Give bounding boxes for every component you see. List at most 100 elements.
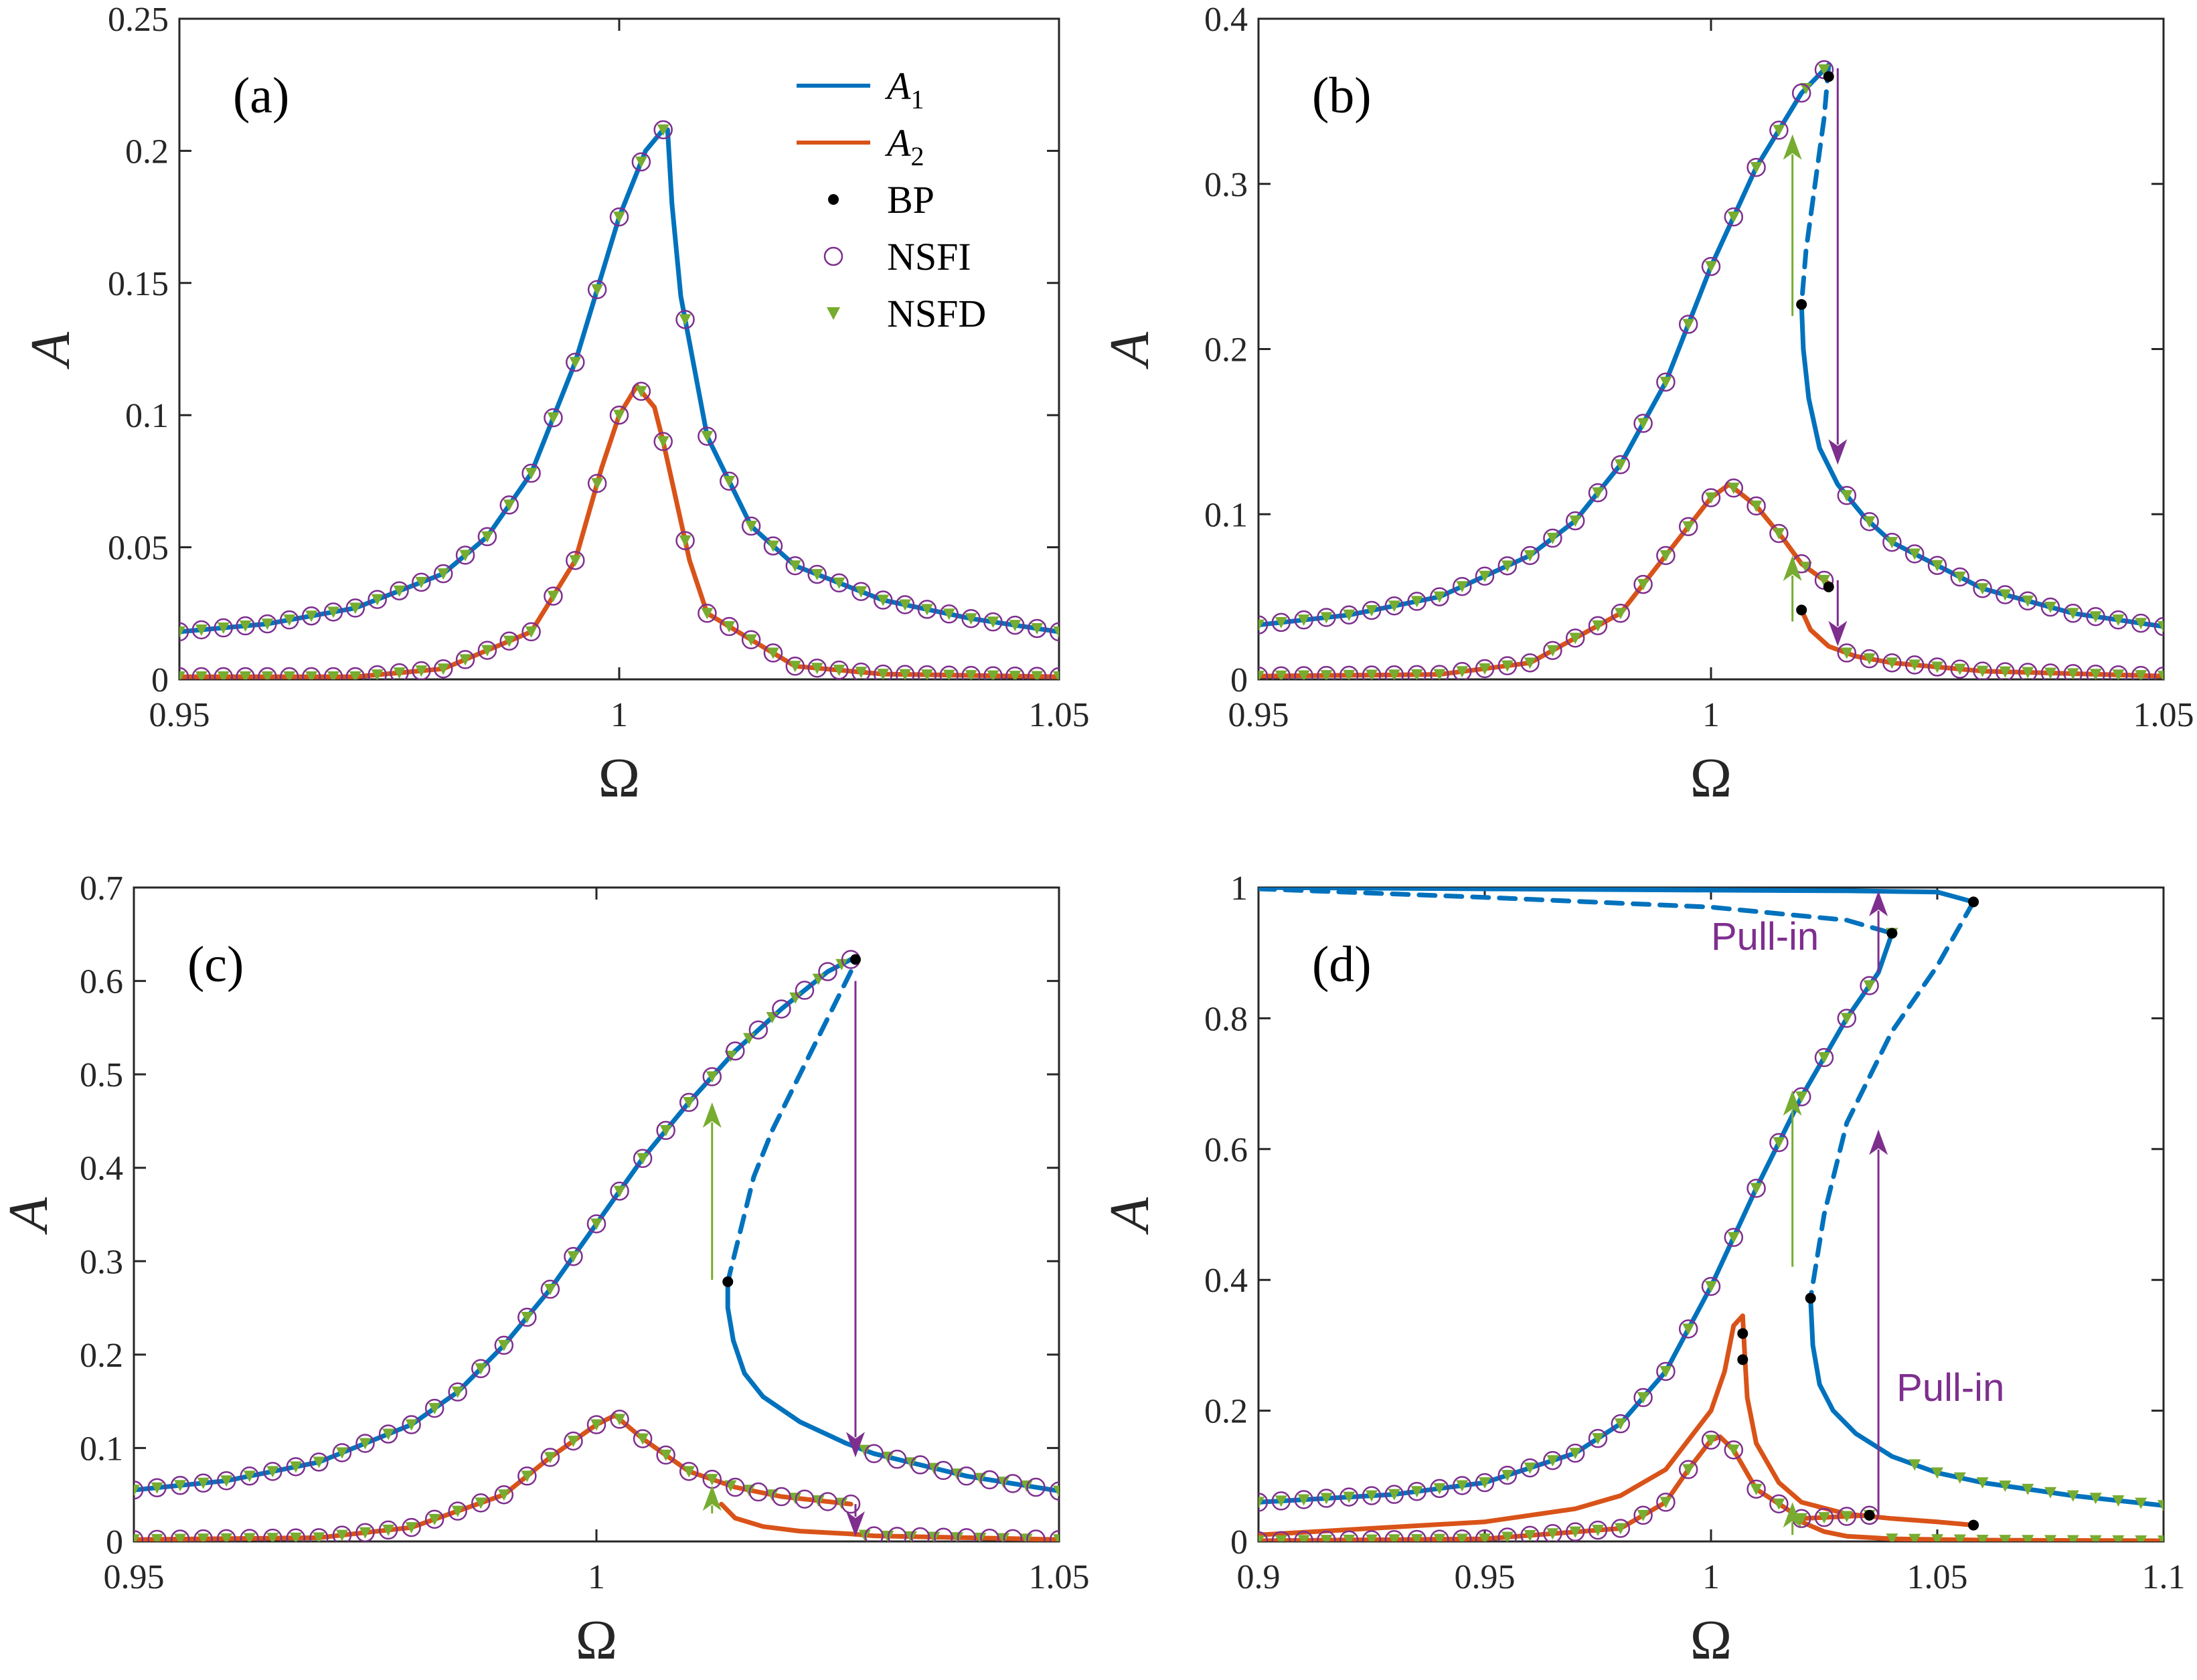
y-tick-label: 0.8 [1204, 1000, 1248, 1038]
nsfd-marker [2022, 595, 2034, 607]
nsfi-marker [1430, 1529, 1449, 1541]
nsfi-marker [1588, 1428, 1608, 1448]
a2-solid-line [134, 1413, 853, 1541]
nsfi-marker [240, 1529, 259, 1541]
nsfd-marker [428, 1513, 441, 1525]
nsfd-marker [766, 647, 779, 659]
nsfd-marker [1659, 1497, 1672, 1509]
nsfd-marker [855, 667, 868, 679]
nsfi-marker [741, 516, 761, 536]
y-tick-label: 0.2 [125, 133, 169, 171]
nsfd-marker [179, 671, 185, 679]
nsfd-marker [521, 1471, 534, 1483]
nsfi-marker [2131, 613, 2151, 633]
nsfi-marker [1633, 414, 1653, 433]
nsfi-marker [1339, 665, 1359, 679]
nsfi-marker [1701, 1430, 1721, 1450]
nsfi-marker [741, 630, 761, 650]
nsfi-marker [521, 622, 541, 642]
nsfd-marker [2135, 670, 2147, 679]
nsfi-marker [1497, 556, 1518, 576]
nsfd-marker [327, 671, 339, 679]
nsfd-marker [683, 1097, 696, 1109]
nsfd-marker [1592, 1525, 1604, 1537]
nsfi-marker [134, 1480, 144, 1500]
nsfd-marker [1637, 1509, 1649, 1521]
nsfi-marker [280, 610, 299, 630]
y-tick-label: 0.6 [1204, 1131, 1248, 1169]
nsfi-marker [170, 1476, 190, 1495]
nsfi-marker [720, 616, 739, 637]
nsfi-marker [1769, 1132, 1789, 1153]
nsfd-marker [497, 1489, 510, 1501]
nsfi-marker [1271, 612, 1291, 633]
nsfd-marker [1524, 550, 1536, 562]
nsfi-marker [193, 1473, 213, 1493]
nsfi-marker [910, 1455, 930, 1475]
nsfd-marker [659, 1124, 672, 1137]
nsfi-marker [309, 1452, 329, 1472]
bp-marker [1823, 71, 1834, 82]
nsfi-marker [1258, 1493, 1269, 1512]
nsfd-marker [1258, 1497, 1265, 1509]
nsfi-marker [564, 1431, 583, 1451]
nsfd-marker [567, 1435, 580, 1447]
y-tick-label: 0.3 [1204, 166, 1248, 204]
nsfd-marker [1818, 64, 1830, 76]
nsfi-marker [134, 1529, 144, 1541]
nsfd-marker [1592, 487, 1604, 499]
nsfi-marker [1026, 1477, 1046, 1497]
nsfi-marker [587, 473, 607, 493]
nsfd-marker [877, 669, 890, 679]
nsfi-marker [910, 1527, 930, 1541]
nsfd-marker [2112, 1495, 2125, 1507]
nsfi-marker [957, 1528, 977, 1541]
nsfi-marker [1611, 1519, 1631, 1538]
nsfd-marker [1524, 1462, 1536, 1475]
nsfd-marker [1592, 620, 1604, 632]
a1-solid-line [1258, 888, 1976, 904]
nsfi-marker [1656, 1361, 1676, 1381]
nsfi-marker [1678, 315, 1698, 334]
nsfd-marker [451, 1505, 464, 1517]
nsfd-marker [2022, 1535, 2034, 1541]
nsfi-marker [191, 620, 212, 640]
panel-a: 0.95 1 1.05 0 0.05 0.1 0.15 0.2 0.25 Ω A (a) [19, 1, 1090, 809]
nsfi-marker [521, 463, 541, 483]
nsfd-marker [1773, 1498, 1785, 1510]
panel-label: (d) [1312, 936, 1372, 993]
nsfd-marker [1953, 572, 1966, 584]
nsfd-marker [1886, 1533, 1898, 1541]
nsfd-marker [179, 626, 185, 638]
nsfi-marker [170, 1529, 190, 1541]
nsfd-marker [1637, 418, 1649, 430]
nsfi-marker [1452, 1529, 1472, 1541]
nsfd-marker [833, 577, 845, 589]
nsfd-marker [1750, 162, 1763, 174]
nsfi-marker [1904, 655, 1925, 675]
nsfi-marker [763, 643, 783, 663]
nsfi-marker [499, 631, 519, 651]
nsfi-marker [1996, 662, 2015, 679]
nsfi-marker [675, 531, 695, 550]
nsfi-marker [1497, 656, 1518, 675]
legend-dot-bp [828, 194, 839, 205]
nsfi-marker [1633, 1388, 1653, 1408]
nsfi-marker [323, 602, 343, 622]
nsfd-marker [1388, 1489, 1400, 1501]
nsfi-marker [263, 1462, 282, 1481]
nsfd-marker [569, 555, 582, 567]
nsfd-marker [1863, 980, 1876, 992]
nsfd-marker [1931, 1467, 1943, 1479]
nsfi-marker [1027, 618, 1047, 639]
nsfd-marker [2135, 1497, 2147, 1509]
y-tick-label: 0.1 [125, 397, 169, 435]
nsfd-marker [239, 620, 252, 633]
nsfi-marker [214, 618, 233, 638]
nsfd-marker [1275, 1535, 1287, 1541]
nsfd-marker [1433, 591, 1446, 603]
nsfi-marker [980, 1528, 999, 1541]
nsfd-marker [220, 1533, 233, 1541]
nsfi-marker [2063, 664, 2083, 679]
